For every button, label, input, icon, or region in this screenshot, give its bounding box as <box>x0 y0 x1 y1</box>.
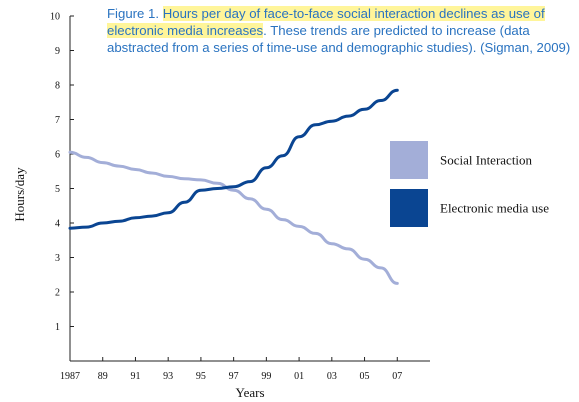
y-tick-label: 10 <box>50 12 60 23</box>
axes <box>69 16 430 362</box>
legend: Social Interaction Electronic media use <box>390 141 549 227</box>
x-tick-label: 01 <box>294 371 304 382</box>
legend-label-social-interaction: Social Interaction <box>440 153 533 168</box>
figure-caption: Figure 1. Hours per day of face-to-face … <box>107 5 575 56</box>
legend-label-electronic-media-use: Electronic media use <box>440 201 549 216</box>
x-axis-title: Years <box>235 385 264 400</box>
y-tick-label: 5 <box>55 184 60 195</box>
x-tick-label: 91 <box>130 371 140 382</box>
y-tick-label: 6 <box>55 150 60 161</box>
x-tick-label: 07 <box>392 371 402 382</box>
y-tick-label: 3 <box>55 253 60 264</box>
x-tick-label: 95 <box>196 371 206 382</box>
x-tick-label: 99 <box>261 371 271 382</box>
y-tick-label: 7 <box>55 115 60 126</box>
y-tick-label: 2 <box>55 288 60 299</box>
series-line-social-interaction <box>68 150 399 285</box>
x-tick-label: 1987 <box>60 371 80 382</box>
x-tick-label: 03 <box>327 371 337 382</box>
caption-prefix: Figure 1. <box>107 6 163 21</box>
x-tick-label: 97 <box>229 371 239 382</box>
y-tick-label: 4 <box>55 219 60 230</box>
legend-swatch-social-interaction <box>390 141 428 179</box>
x-tick-label: 93 <box>163 371 173 382</box>
x-tick-label: 05 <box>360 371 370 382</box>
y-tick-label: 1 <box>55 322 60 333</box>
y-axis-title: Hours/day <box>12 167 27 222</box>
series-lines <box>68 88 399 285</box>
y-tick-label: 8 <box>55 81 60 92</box>
legend-swatch-electronic-media-use <box>390 189 428 227</box>
series-line-electronic-media-use <box>68 88 399 230</box>
x-tick-label: 89 <box>98 371 108 382</box>
y-tick-label: 9 <box>55 46 60 57</box>
caption-rest: . These trends are predicted to increase… <box>107 23 571 55</box>
